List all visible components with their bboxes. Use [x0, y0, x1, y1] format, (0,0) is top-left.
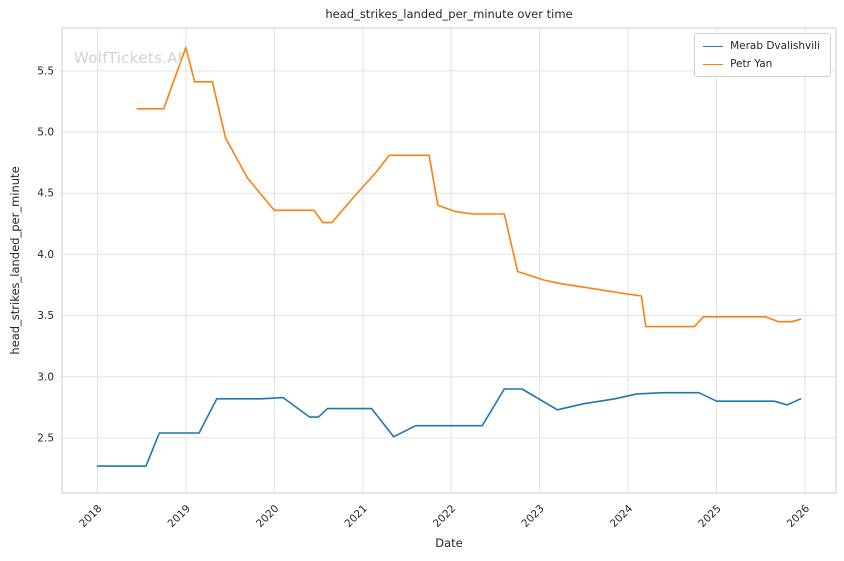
x-tick-label: 2024 — [608, 502, 636, 530]
legend-item-yan: Petr Yan — [703, 58, 820, 70]
y-tick-label: 3.5 — [37, 310, 54, 322]
y-tick-label: 3.0 — [37, 371, 54, 383]
y-tick-label: 2.5 — [37, 432, 54, 444]
y-tick-label: 5.5 — [37, 65, 54, 77]
watermark: WolfTickets.AI — [74, 49, 183, 67]
x-tick-label: 2021 — [342, 503, 369, 530]
y-axis-label: head_strikes_landed_per_minute — [8, 166, 22, 355]
x-tick-label: 2018 — [77, 503, 104, 530]
legend-line-yan — [703, 63, 724, 65]
legend-item-merab: Merab Dvalishvili — [703, 40, 820, 52]
legend-line-merab — [703, 45, 724, 47]
series-line-1 — [136, 46, 802, 328]
series-line-0 — [96, 388, 802, 467]
legend-label-merab: Merab Dvalishvili — [730, 40, 820, 52]
chart-title: head_strikes_landed_per_minute over time — [325, 7, 573, 21]
x-tick-label: 2019 — [166, 503, 193, 530]
x-tick-label: 2025 — [696, 503, 723, 530]
x-axis-label: Date — [435, 536, 463, 550]
x-tick-label: 2023 — [519, 503, 546, 530]
x-tick-label: 2026 — [785, 502, 813, 530]
legend-label-yan: Petr Yan — [730, 58, 773, 70]
y-tick-label: 4.5 — [37, 188, 54, 200]
legend: Merab Dvalishvili Petr Yan — [694, 33, 831, 77]
y-tick-label: 5.0 — [37, 127, 54, 139]
plot-border — [61, 27, 837, 494]
x-tick-label: 2020 — [254, 503, 281, 530]
y-tick-label: 4.0 — [37, 249, 54, 261]
x-tick-label: 2022 — [431, 503, 458, 530]
